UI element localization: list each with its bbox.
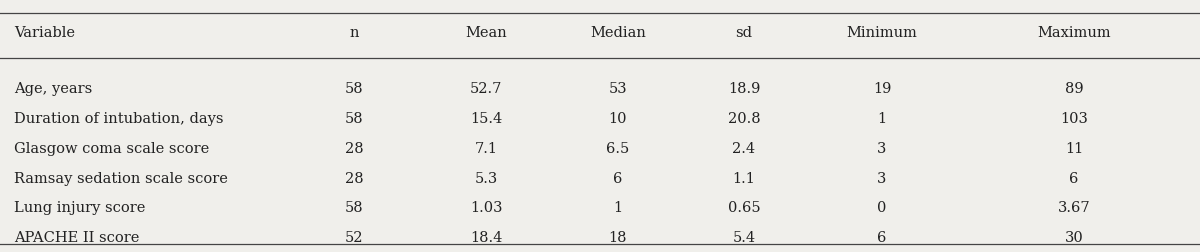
Text: Variable: Variable [14,26,76,40]
Text: 6: 6 [1069,172,1079,186]
Text: 52.7: 52.7 [470,82,502,97]
Text: sd: sd [736,26,752,40]
Text: 0.65: 0.65 [727,201,761,215]
Text: 5.4: 5.4 [732,231,756,245]
Text: Ramsay sedation scale score: Ramsay sedation scale score [14,172,228,186]
Text: 1.1: 1.1 [732,172,756,186]
Text: 20.8: 20.8 [727,112,761,126]
Text: 58: 58 [344,82,364,97]
Text: 3: 3 [877,142,887,156]
Text: Glasgow coma scale score: Glasgow coma scale score [14,142,210,156]
Text: 6: 6 [877,231,887,245]
Text: 2.4: 2.4 [732,142,756,156]
Text: 18: 18 [608,231,628,245]
Text: 58: 58 [344,201,364,215]
Text: Lung injury score: Lung injury score [14,201,145,215]
Text: 53: 53 [608,82,628,97]
Text: 1.03: 1.03 [469,201,503,215]
Text: 52: 52 [344,231,364,245]
Text: 5.3: 5.3 [474,172,498,186]
Text: 28: 28 [344,142,364,156]
Text: 103: 103 [1060,112,1088,126]
Text: 7.1: 7.1 [474,142,498,156]
Text: Minimum: Minimum [846,26,918,40]
Text: 15.4: 15.4 [470,112,502,126]
Text: 58: 58 [344,112,364,126]
Text: 1: 1 [613,201,623,215]
Text: 6.5: 6.5 [606,142,630,156]
Text: 6: 6 [613,172,623,186]
Text: 0: 0 [877,201,887,215]
Text: 18.4: 18.4 [470,231,502,245]
Text: 3.67: 3.67 [1057,201,1091,215]
Text: APACHE II score: APACHE II score [14,231,139,245]
Text: 10: 10 [608,112,628,126]
Text: 1: 1 [877,112,887,126]
Text: n: n [349,26,359,40]
Text: 30: 30 [1064,231,1084,245]
Text: 11: 11 [1064,142,1084,156]
Text: Duration of intubation, days: Duration of intubation, days [14,112,224,126]
Text: 28: 28 [344,172,364,186]
Text: Age, years: Age, years [14,82,92,97]
Text: Maximum: Maximum [1037,26,1111,40]
Text: 3: 3 [877,172,887,186]
Text: Median: Median [590,26,646,40]
Text: 18.9: 18.9 [728,82,760,97]
Text: 19: 19 [872,82,892,97]
Text: 89: 89 [1064,82,1084,97]
Text: Mean: Mean [466,26,506,40]
